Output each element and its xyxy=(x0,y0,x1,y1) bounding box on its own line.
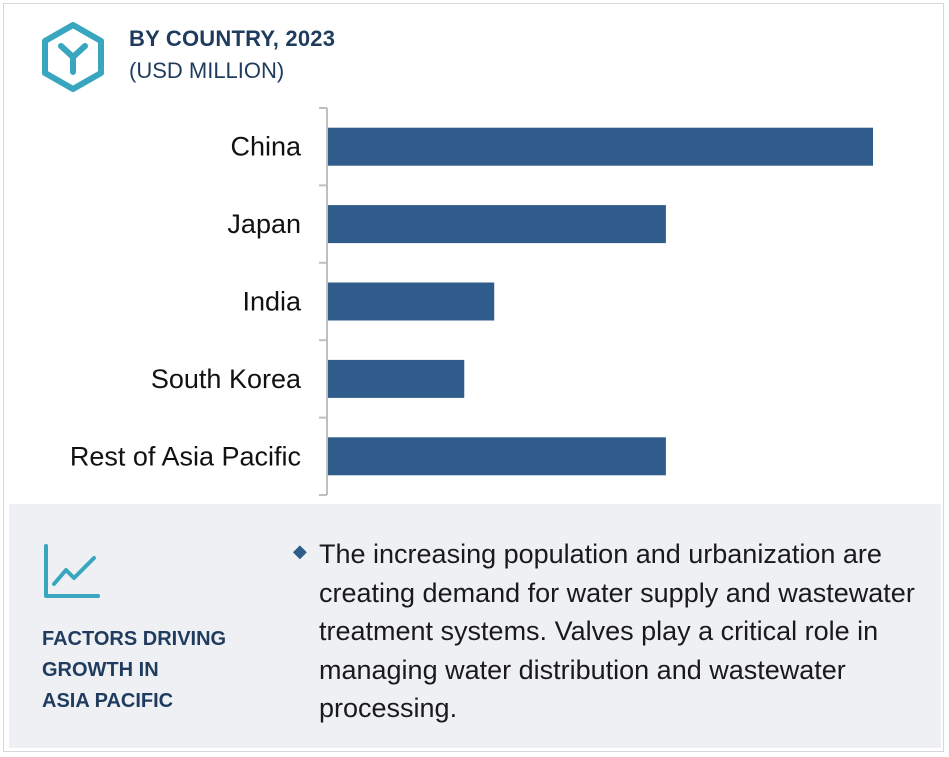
factors-heading-line: ASIA PACIFIC xyxy=(42,690,174,712)
bar-india xyxy=(328,282,495,321)
category-label: Rest of Asia Pacific xyxy=(70,441,301,471)
line-chart-trend-icon xyxy=(44,544,100,598)
factors-heading-line: FACTORS DRIVING xyxy=(42,628,227,650)
factors-heading: FACTORS DRIVING GROWTH IN ASIA PACIFIC xyxy=(42,624,226,717)
bar-south-korea xyxy=(328,359,465,398)
factors-heading-line: GROWTH IN xyxy=(42,659,159,681)
chart-title: BY COUNTRY, 2023 xyxy=(129,26,336,51)
category-label: China xyxy=(230,132,302,162)
category-label: South Korea xyxy=(151,364,302,394)
category-label: Japan xyxy=(227,209,301,239)
factors-panel xyxy=(9,504,941,748)
hexagon-y-logo-icon xyxy=(42,22,104,92)
category-label: India xyxy=(242,287,302,317)
bar-japan xyxy=(328,205,666,244)
bar-china xyxy=(328,127,873,166)
diamond-bullet-icon: ◆ xyxy=(293,541,307,561)
chart-subtitle: (USD MILLION) xyxy=(129,58,285,83)
bar-chart: China Japan India South Korea Rest of Asia P… xyxy=(70,107,873,496)
bar-rest-of-asia-pacific xyxy=(328,437,666,476)
factors-description: The increasing population and urbanizati… xyxy=(319,539,915,723)
